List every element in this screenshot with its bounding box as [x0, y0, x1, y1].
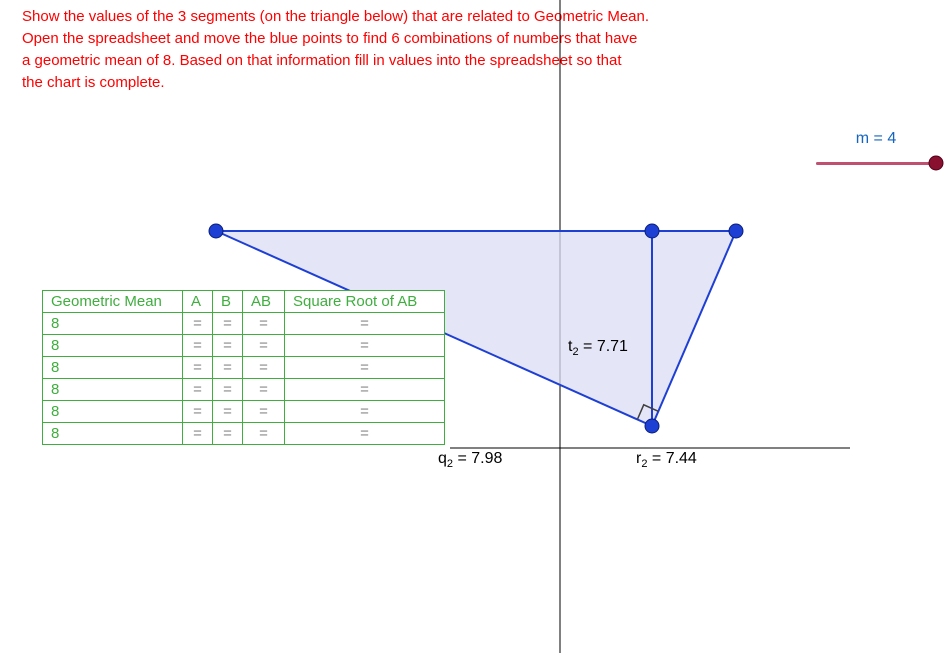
measurement-t2: t2 = 7.71: [568, 338, 628, 358]
cell-ab[interactable]: =: [243, 401, 285, 423]
spreadsheet-row[interactable]: 8====: [43, 335, 445, 357]
cell-gm[interactable]: 8: [43, 335, 183, 357]
cell-a[interactable]: =: [183, 335, 213, 357]
spreadsheet-row[interactable]: 8====: [43, 423, 445, 445]
cell-b[interactable]: =: [213, 313, 243, 335]
cell-ab[interactable]: =: [243, 379, 285, 401]
cell-sqrt[interactable]: =: [285, 357, 445, 379]
spreadsheet-row[interactable]: 8====: [43, 313, 445, 335]
cell-sqrt[interactable]: =: [285, 313, 445, 335]
cell-gm[interactable]: 8: [43, 313, 183, 335]
cell-b[interactable]: =: [213, 379, 243, 401]
cell-sqrt[interactable]: =: [285, 379, 445, 401]
point-altitude-top[interactable]: [645, 224, 659, 238]
cell-sqrt[interactable]: =: [285, 423, 445, 445]
col-header-gm: Geometric Mean: [43, 291, 183, 313]
cell-a[interactable]: =: [183, 423, 213, 445]
instruction-line: the chart is complete.: [22, 72, 649, 94]
instruction-line: Open the spreadsheet and move the blue p…: [22, 28, 649, 50]
cell-gm[interactable]: 8: [43, 401, 183, 423]
point-c[interactable]: [645, 419, 659, 433]
cell-a[interactable]: =: [183, 313, 213, 335]
cell-sqrt[interactable]: =: [285, 335, 445, 357]
cell-gm[interactable]: 8: [43, 379, 183, 401]
instruction-line: a geometric mean of 8. Based on that inf…: [22, 50, 649, 72]
spreadsheet-header-row: Geometric Mean A B AB Square Root of AB: [43, 291, 445, 313]
instruction-line: Show the values of the 3 segments (on th…: [22, 6, 649, 28]
cell-gm[interactable]: 8: [43, 357, 183, 379]
slider-knob[interactable]: [929, 156, 944, 171]
cell-a[interactable]: =: [183, 357, 213, 379]
cell-b[interactable]: =: [213, 335, 243, 357]
instructions-block: Show the values of the 3 segments (on th…: [22, 6, 649, 94]
spreadsheet-row[interactable]: 8====: [43, 401, 445, 423]
cell-ab[interactable]: =: [243, 423, 285, 445]
cell-a[interactable]: =: [183, 401, 213, 423]
cell-gm[interactable]: 8: [43, 423, 183, 445]
cell-ab[interactable]: =: [243, 357, 285, 379]
measurement-r2: r2 = 7.44: [636, 450, 697, 470]
point-a[interactable]: [209, 224, 223, 238]
col-header-a: A: [183, 291, 213, 313]
slider-track-active: [816, 162, 936, 165]
point-b[interactable]: [729, 224, 743, 238]
spreadsheet-row[interactable]: 8====: [43, 357, 445, 379]
spreadsheet-row[interactable]: 8====: [43, 379, 445, 401]
right-angle-marker: [637, 405, 658, 420]
col-header-b: B: [213, 291, 243, 313]
cell-b[interactable]: =: [213, 357, 243, 379]
triangle-edge-bc: [652, 231, 736, 426]
cell-ab[interactable]: =: [243, 313, 285, 335]
m-slider[interactable]: m = 4: [816, 152, 936, 192]
m-slider-label: m = 4: [856, 130, 896, 148]
cell-b[interactable]: =: [213, 401, 243, 423]
cell-sqrt[interactable]: =: [285, 401, 445, 423]
measurement-q2: q2 = 7.98: [438, 450, 502, 470]
col-header-ab: AB: [243, 291, 285, 313]
col-header-sqrt: Square Root of AB: [285, 291, 445, 313]
spreadsheet[interactable]: Geometric Mean A B AB Square Root of AB …: [42, 290, 445, 445]
cell-a[interactable]: =: [183, 379, 213, 401]
cell-b[interactable]: =: [213, 423, 243, 445]
cell-ab[interactable]: =: [243, 335, 285, 357]
